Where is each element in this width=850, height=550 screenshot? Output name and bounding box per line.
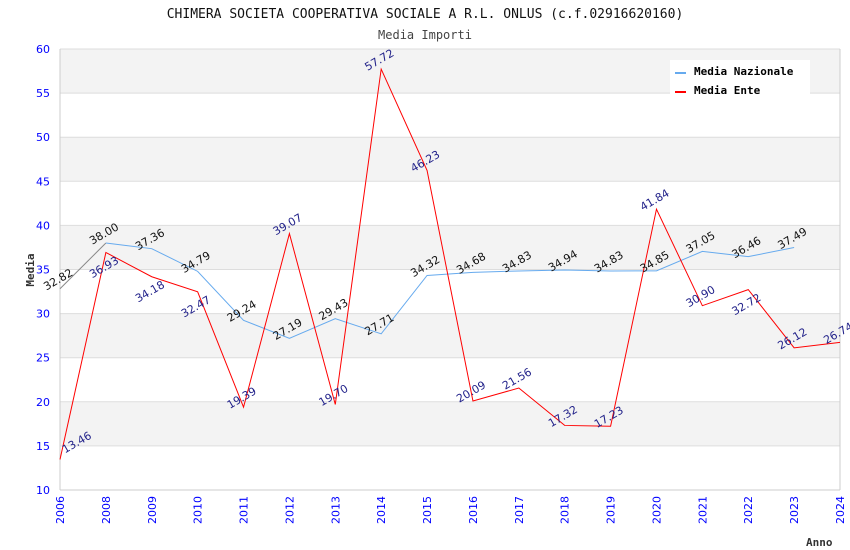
x-tick-label: 2024	[834, 496, 847, 524]
y-tick-label: 40	[36, 219, 50, 232]
x-tick-label: 2018	[559, 496, 572, 524]
plot-band	[60, 401, 840, 446]
x-tick-label: 2010	[192, 496, 205, 524]
legend-media-ente: Media Ente	[694, 84, 761, 97]
x-tick-label: 2022	[742, 496, 755, 524]
y-tick-label: 50	[36, 131, 50, 144]
x-tick-label: 2015	[421, 496, 434, 524]
plot-band	[60, 225, 840, 270]
y-tick-label: 60	[36, 43, 50, 56]
x-tick-label: 2020	[650, 496, 663, 524]
series-line-media-nazionale	[105, 242, 795, 339]
y-tick-label: 55	[36, 87, 50, 100]
y-tick-label: 35	[36, 264, 50, 277]
plot-band	[60, 137, 840, 182]
plot-bands	[60, 49, 840, 446]
plot-band	[60, 313, 840, 358]
y-axis-title: Media	[24, 253, 37, 286]
y-tick-label: 45	[36, 175, 50, 188]
chart-subtitle: Media Importi	[378, 28, 472, 42]
x-tick-label: 2009	[146, 496, 159, 524]
x-tick-label: 2019	[605, 496, 618, 524]
series-lines	[59, 67, 841, 460]
x-tick-label: 2013	[329, 496, 342, 524]
y-tick-label: 30	[36, 308, 50, 321]
x-tick-label: 2021	[696, 496, 709, 524]
x-tick-label: 2006	[54, 496, 67, 524]
data-label-ente: 30.90	[684, 283, 718, 310]
x-tick-label: 2023	[788, 496, 801, 524]
legend-media-nazionale: Media Nazionale	[694, 65, 794, 78]
series-line-media-ente	[59, 67, 841, 460]
x-tick-label: 2008	[100, 496, 113, 524]
x-tick-label: 2016	[467, 496, 480, 524]
legend: Media Nazionale Media Ente	[670, 60, 810, 97]
y-tick-label: 15	[36, 440, 50, 453]
x-tick-label: 2011	[238, 496, 251, 524]
x-axis: 2006 2008 2009 2010 2011 2012 2013 2014 2015 2016…	[54, 496, 847, 524]
series-line-media-nazionale-first	[59, 242, 107, 290]
y-tick-label: 25	[36, 352, 50, 365]
y-tick-label: 20	[36, 396, 50, 409]
y-axis: 10 15 20 25 30 35 40 45 50 55 60	[36, 43, 50, 497]
x-tick-label: 2014	[375, 496, 388, 524]
data-label-ente: 41.84	[638, 187, 672, 214]
y-tick-label: 10	[36, 484, 50, 497]
chart-title: CHIMERA SOCIETA COOPERATIVA SOCIALE A R.…	[167, 7, 684, 22]
x-tick-label: 2012	[283, 496, 296, 524]
data-label-ente: 34.18	[133, 278, 167, 305]
x-tick-label: 2017	[513, 496, 526, 524]
x-axis-title: Anno	[806, 536, 833, 549]
